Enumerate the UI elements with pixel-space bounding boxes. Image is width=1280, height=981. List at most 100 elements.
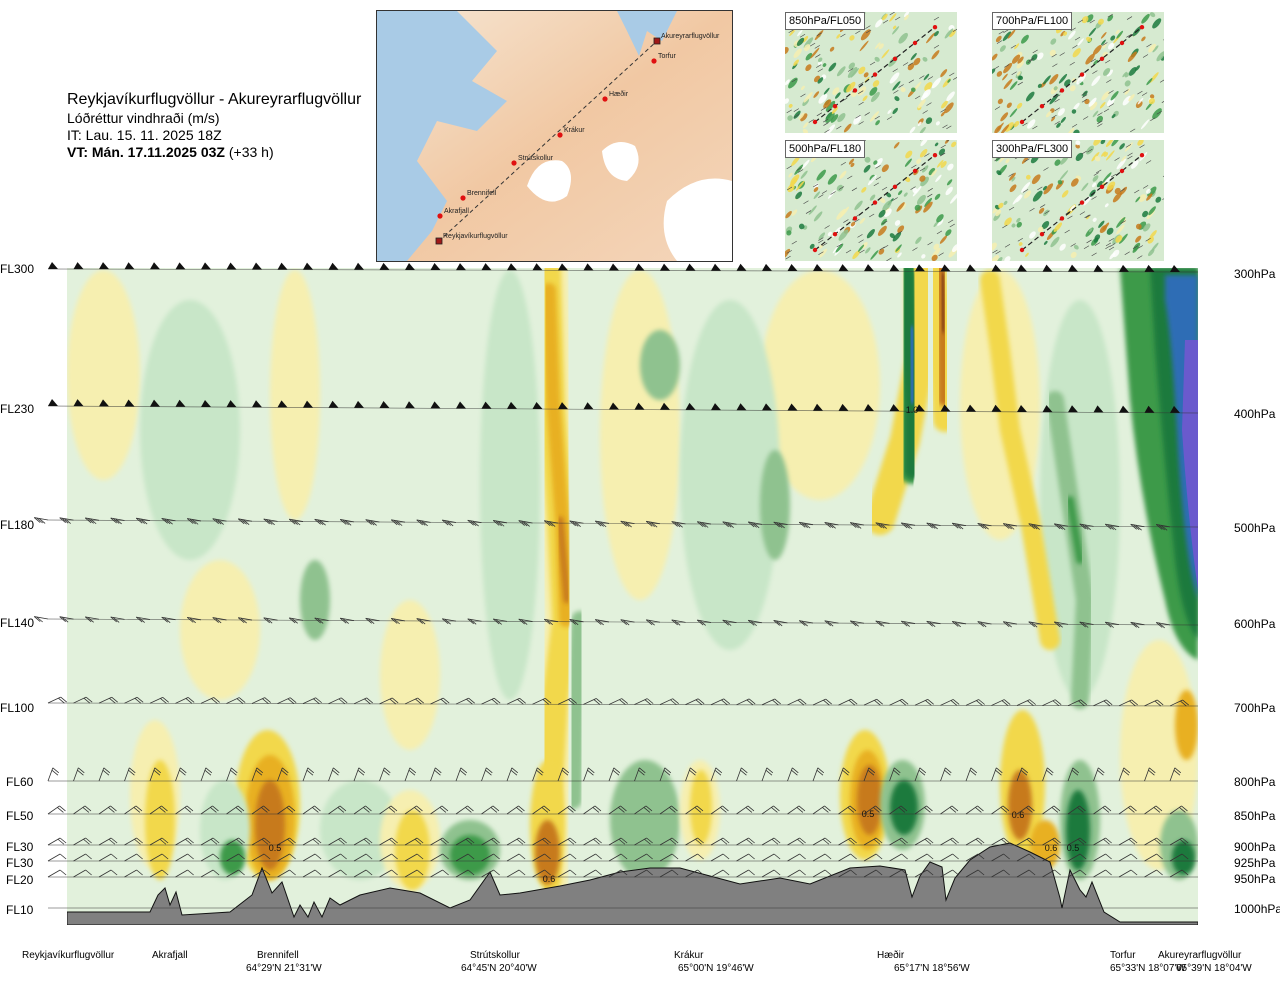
panel-wind-barb: [1032, 49, 1038, 54]
wind-barb: [460, 767, 468, 774]
wind-barb: [852, 620, 859, 627]
wind-barb: [1078, 700, 1085, 707]
contour-blob: [690, 770, 712, 845]
wind-barb: [1028, 621, 1043, 625]
panel-field-mark: [1063, 31, 1068, 36]
wind-barb: [644, 699, 652, 705]
panel-route-point: [1079, 200, 1085, 205]
panel-field-mark: [823, 87, 830, 95]
wind-barb: [289, 617, 304, 621]
wind-barb: [803, 522, 811, 529]
panel-850-label: 850hPa/FL050: [785, 12, 866, 30]
panel-700: 700hPa/FL100: [992, 12, 1164, 133]
wind-barb: [213, 697, 220, 703]
wind-barb: [863, 853, 877, 862]
wind-barb: [599, 521, 607, 528]
wind-barb: [1093, 869, 1106, 878]
panel-route-point: [872, 72, 878, 77]
wind-barb: [940, 404, 951, 412]
wind-barb: [340, 697, 348, 704]
panel-wind-barb: [879, 246, 885, 251]
wind-barb: [455, 869, 469, 878]
wind-barb: [416, 618, 423, 624]
wind-barb: [175, 767, 181, 782]
wind-barb: [901, 837, 908, 844]
wind-barb: [112, 518, 120, 524]
wind-barb: [1067, 767, 1074, 782]
panel-field-mark: [1142, 210, 1149, 218]
panel-field-mark: [838, 229, 849, 241]
wind-barb: [736, 403, 747, 411]
panel-wind-barb: [1017, 237, 1023, 242]
panel-field-mark: [1060, 116, 1066, 123]
wind-barb: [441, 618, 449, 625]
wind-barb: [161, 805, 168, 812]
wind-barb: [226, 853, 239, 862]
hpa-label: 500hPa: [1234, 521, 1276, 535]
wind-barb: [1079, 837, 1087, 844]
map-point-marker: [437, 213, 443, 219]
panel-field-mark: [940, 111, 946, 117]
wind-barb: [388, 807, 396, 813]
wind-barb: [532, 869, 545, 878]
map-point-marker: [653, 37, 661, 45]
panel-wind-barb: [1162, 198, 1164, 200]
panel-wind-barb: [1105, 59, 1111, 64]
wind-barb: [390, 519, 398, 526]
panel-field-mark: [852, 250, 861, 260]
wind-barb: [136, 837, 143, 844]
wind-barb: [838, 403, 849, 411]
panel-field-mark: [1091, 151, 1100, 162]
panel-wind-barb: [946, 140, 950, 142]
panel-field-mark: [1148, 248, 1155, 257]
map-glacier-3: [663, 178, 732, 261]
wind-barb: [798, 521, 806, 528]
wind-barb: [915, 264, 925, 272]
panel-wind-barb: [1008, 173, 1014, 177]
panel-wind-barb: [949, 223, 955, 228]
wind-barb: [136, 853, 143, 860]
wind-barb: [850, 522, 865, 526]
panel-wind-barb: [847, 175, 853, 180]
panel-field-mark: [1011, 223, 1016, 228]
panel-wind-barb: [1092, 70, 1098, 74]
panel-field-mark: [869, 86, 878, 96]
wind-barb: [251, 767, 258, 782]
wind-barb: [338, 838, 345, 845]
panel-field-mark: [1003, 78, 1013, 90]
wind-barb: [736, 869, 749, 878]
panel-field-mark: [931, 254, 938, 261]
panel-field-mark: [1137, 97, 1144, 105]
panel-field-mark: [803, 44, 811, 52]
wind-barb: [1053, 523, 1061, 530]
wind-barb: [919, 767, 927, 774]
panel-field-mark: [875, 19, 883, 28]
wind-barb: [646, 619, 661, 623]
panel-wind-barb: [927, 76, 934, 80]
panel-field-mark: [1013, 121, 1020, 128]
wind-barb: [1135, 524, 1142, 531]
panel-field-mark: [872, 80, 880, 88]
wind-barb: [663, 769, 671, 776]
wind-barb: [548, 521, 556, 527]
wind-barb: [1169, 767, 1176, 782]
wind-barb: [365, 519, 380, 523]
wind-barb: [393, 519, 400, 526]
wind-barb: [136, 517, 151, 522]
panel-field-mark: [1143, 223, 1151, 232]
panel-field-mark: [1038, 207, 1045, 214]
wind-barb: [518, 805, 525, 812]
wind-barb: [914, 767, 921, 782]
panel-wind-barb: [1054, 121, 1060, 125]
wind-barb: [138, 617, 145, 623]
panel-field-mark: [785, 210, 792, 219]
panel-field-mark: [921, 165, 929, 173]
wind-barb: [1026, 807, 1033, 813]
wind-barb: [1028, 523, 1043, 527]
panel-wind-barb: [1039, 204, 1046, 208]
hpa-label: 700hPa: [1234, 701, 1276, 715]
wind-barb: [252, 262, 262, 270]
panel-field-mark: [951, 141, 957, 148]
contour-blob: [857, 765, 882, 835]
panel-wind-barb: [926, 102, 932, 106]
